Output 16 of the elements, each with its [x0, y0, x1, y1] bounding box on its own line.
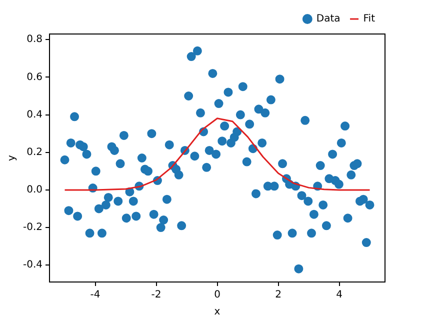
x-tick-label: -2 [151, 290, 162, 301]
legend-label: Data [316, 14, 340, 25]
legend-label: Fit [363, 14, 376, 25]
x-axis-title: x [214, 306, 220, 318]
y-tick-label: 0.4 [26, 109, 43, 120]
y-axis-title: y [6, 154, 18, 161]
y-tick-label: -0.2 [22, 222, 43, 234]
y-tick-label: -0.4 [22, 260, 43, 271]
y-tick-label: 0.2 [26, 146, 43, 158]
x-tick-label: -4 [90, 290, 100, 301]
y-tick-label: 0.8 [26, 34, 43, 46]
x-tick-label: 2 [275, 290, 282, 301]
y-tick-label: 0.6 [26, 72, 43, 83]
x-tick-label: 4 [336, 290, 342, 301]
y-tick-label: 0.0 [26, 184, 43, 196]
x-tick-label: 0 [214, 290, 220, 301]
